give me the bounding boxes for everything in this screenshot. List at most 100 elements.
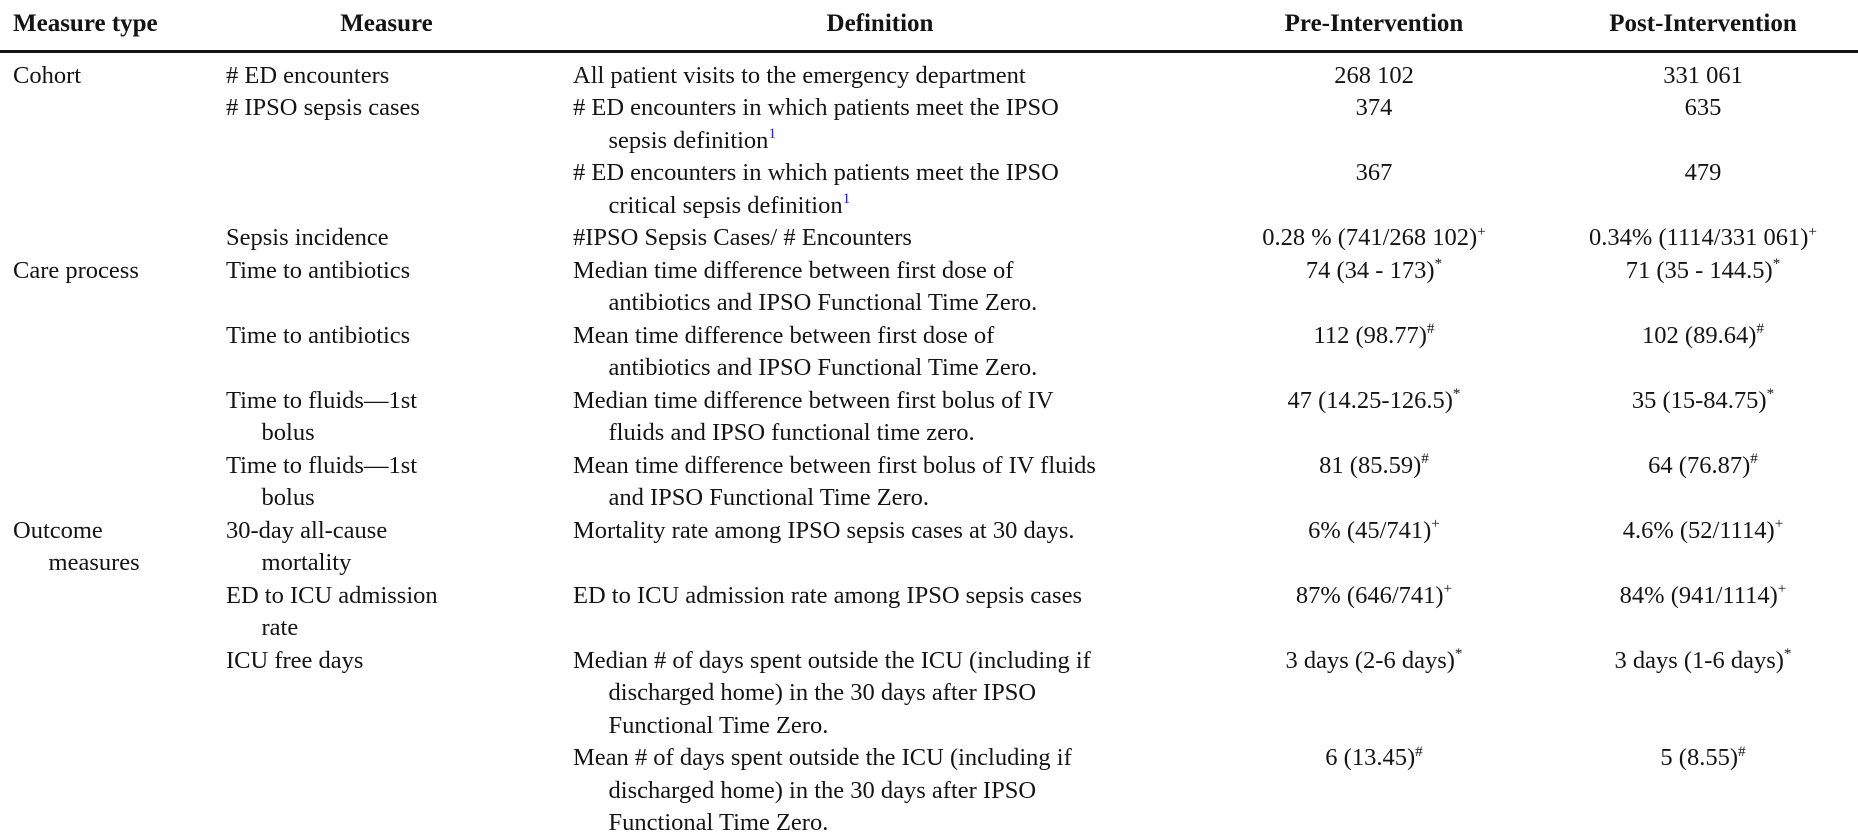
post-intervention-value: 102 (89.64) [1642, 321, 1757, 349]
pre-intervention-value: 374 [1355, 94, 1393, 121]
pre-intervention-value: 367 [1355, 159, 1393, 186]
definition-text: Mean time difference between first dose … [573, 321, 1038, 382]
measure-type-cell [0, 580, 213, 645]
definition-cell: # ED encounters in which patients meet t… [560, 92, 1200, 157]
stat-marker: # [1415, 742, 1423, 760]
pre-intervention-cell: 268 102 [1200, 51, 1548, 92]
pre-intervention-cell: 0.28 % (741/268 102)+ [1200, 222, 1548, 255]
stat-marker: * [1766, 385, 1775, 403]
pre-intervention-cell: 3 days (2-6 days)* [1200, 645, 1548, 743]
definition-text: Mean # of days spent outside the ICU (in… [573, 744, 1072, 836]
table-row: Time to antibiotics Mean time difference … [0, 320, 1858, 385]
measure-type-cell [0, 92, 213, 157]
definition-text: Median time difference between first dos… [573, 256, 1038, 317]
stat-marker: # [1737, 742, 1746, 760]
pre-intervention-cell: 47 (14.25-126.5)* [1200, 385, 1548, 450]
post-intervention-value: 331 061 [1663, 61, 1743, 89]
definition-cell: Median # of days spent outside the ICU (… [560, 645, 1200, 743]
citation-ref-link[interactable]: 1 [842, 190, 851, 208]
stat-marker: + [1443, 580, 1453, 598]
column-header-post-intervention: Post-Intervention [1548, 0, 1858, 53]
table-row: Cohort # ED encounters All patient visits … [0, 51, 1858, 92]
definition-cell: Median time difference between first dos… [560, 255, 1200, 320]
table-body: Cohort # ED encounters All patient visits … [0, 51, 1858, 840]
pre-intervention-cell: 81 (85.59)# [1200, 450, 1548, 515]
post-intervention-value: 5 (8.55) [1660, 744, 1738, 771]
stat-marker: * [1454, 645, 1463, 663]
post-intervention-cell: 635 [1548, 92, 1858, 157]
pre-intervention-cell: 367 [1200, 157, 1548, 222]
column-header-measure-type: Measure type [0, 0, 213, 53]
pre-intervention-value: 81 (85.59) [1319, 451, 1422, 479]
post-intervention-cell: 64 (76.87)# [1548, 450, 1858, 515]
measure-cell [213, 157, 560, 222]
measure-type-cell [0, 222, 213, 255]
measure-type-cell [0, 645, 213, 743]
measure-type-cell [0, 157, 213, 222]
citation-ref-link[interactable]: 1 [768, 125, 777, 143]
table-row: ED to ICU admission rate ED to ICU admiss… [0, 580, 1858, 645]
measure-type-cell [0, 385, 213, 450]
post-intervention-cell: 102 (89.64)# [1548, 320, 1858, 385]
post-intervention-cell: 4.6% (52/1114)+ [1548, 515, 1858, 580]
post-intervention-value: 71 (35 - 144.5) [1625, 256, 1773, 284]
measure-cell: Sepsis incidence [226, 224, 389, 251]
post-intervention-cell: 3 days (1-6 days)* [1548, 645, 1858, 743]
column-header-pre-intervention: Pre-Intervention [1200, 0, 1548, 53]
definition-text: # ED encounters in which patients meet t… [573, 159, 1059, 219]
pre-intervention-value: 0.28 % (741/268 102) [1262, 224, 1478, 251]
post-intervention-cell: 71 (35 - 144.5)* [1548, 255, 1858, 320]
stat-marker: # [1421, 450, 1429, 468]
pre-intervention-cell: 87% (646/741)+ [1200, 580, 1548, 645]
measure-type-cell [0, 450, 213, 515]
table-row: Sepsis incidence #IPSO Sepsis Cases/ # En… [0, 222, 1858, 255]
measure-type-cell [0, 320, 213, 385]
stat-marker: * [1452, 385, 1461, 403]
stat-marker: * [1783, 645, 1792, 663]
pre-intervention-cell: 6 (13.45)# [1200, 742, 1548, 840]
post-intervention-cell: 35 (15-84.75)* [1548, 385, 1858, 450]
pre-intervention-value: 47 (14.25-126.5) [1287, 386, 1453, 414]
measure-cell: Time to antibiotics [226, 321, 411, 349]
measure-cell: ED to ICU admission rate [226, 581, 438, 642]
table-header: Measure type Measure Definition Pre-Inte… [0, 0, 1858, 53]
pre-intervention-cell: 112 (98.77)# [1200, 320, 1548, 385]
post-intervention-value: 479 [1684, 159, 1722, 186]
post-intervention-value: 64 (76.87) [1648, 451, 1751, 479]
definition-text: #IPSO Sepsis Cases/ # Encounters [573, 224, 912, 251]
definition-cell: #IPSO Sepsis Cases/ # Encounters [560, 222, 1200, 255]
column-header-measure: Measure [213, 0, 560, 53]
definition-cell: ED to ICU admission rate among IPSO seps… [560, 580, 1200, 645]
post-intervention-cell: 84% (941/1114)+ [1548, 580, 1858, 645]
definition-text: ED to ICU admission rate among IPSO seps… [573, 581, 1082, 609]
measure-type-cell: Cohort [13, 61, 82, 89]
table-row: Mean # of days spent outside the ICU (in… [0, 742, 1858, 840]
table-row: # IPSO sepsis cases # ED encounters in wh… [0, 92, 1858, 157]
stat-marker: # [1756, 320, 1764, 338]
definition-text: Mean time difference between first bolus… [573, 451, 1096, 512]
column-header-definition: Definition [560, 0, 1200, 53]
measure-type-cell: Care process [13, 256, 139, 284]
pre-intervention-value: 268 102 [1334, 61, 1414, 89]
definition-cell: Mean time difference between first bolus… [560, 450, 1200, 515]
pre-intervention-value: 87% (646/741) [1295, 581, 1444, 609]
definition-text: Mortality rate among IPSO sepsis cases a… [573, 516, 1075, 544]
post-intervention-value: 84% (941/1114) [1619, 581, 1778, 609]
definition-cell: # ED encounters in which patients meet t… [560, 157, 1200, 222]
header-row: Measure type Measure Definition Pre-Inte… [0, 0, 1858, 53]
measure-type-cell: Outcome measures [13, 516, 140, 577]
definition-cell: Median time difference between first bol… [560, 385, 1200, 450]
definition-text: Median time difference between first bol… [573, 386, 1054, 447]
stat-marker: # [1426, 320, 1435, 338]
stat-marker: * [1434, 255, 1443, 273]
pre-intervention-cell: 6% (45/741)+ [1200, 515, 1548, 580]
pre-intervention-value: 74 (34 - 173) [1305, 256, 1435, 284]
measure-cell: # ED encounters [226, 61, 390, 89]
stat-marker: + [1777, 580, 1787, 598]
measure-cell: # IPSO sepsis cases [226, 94, 420, 121]
pre-intervention-value: 3 days (2-6 days) [1285, 646, 1455, 674]
post-intervention-cell: 479 [1548, 157, 1858, 222]
stat-marker: + [1808, 222, 1817, 240]
definition-cell: All patient visits to the emergency depa… [560, 51, 1200, 92]
